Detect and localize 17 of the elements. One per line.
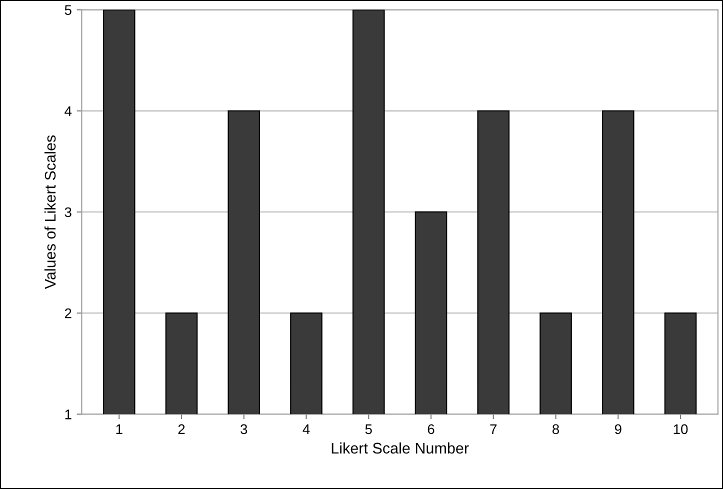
x-tick-label: 6 — [428, 424, 434, 434]
x-tick-label: 3 — [240, 424, 248, 434]
x-tick-label: 5 — [365, 424, 372, 434]
y-tick-label: 2 — [64, 308, 72, 318]
y-tick-label: 3 — [64, 207, 72, 218]
y-tick-label: 1 — [65, 410, 72, 420]
x-tick-label: 9 — [614, 424, 622, 434]
y-tick-label: 5 — [64, 5, 72, 15]
x-axis-title: Likert Scale Number — [332, 442, 469, 454]
x-tick-label: 10 — [674, 424, 688, 434]
x-tick-label: 8 — [552, 424, 560, 434]
x-tick-label: 7 — [490, 424, 497, 434]
x-tick-label: 4 — [302, 424, 310, 434]
x-tick-label: 1 — [116, 424, 122, 434]
x-tick-label: 2 — [178, 424, 185, 434]
y-axis-title: Values of Likert Scales — [44, 135, 56, 290]
y-tick-label: 4 — [64, 106, 72, 116]
